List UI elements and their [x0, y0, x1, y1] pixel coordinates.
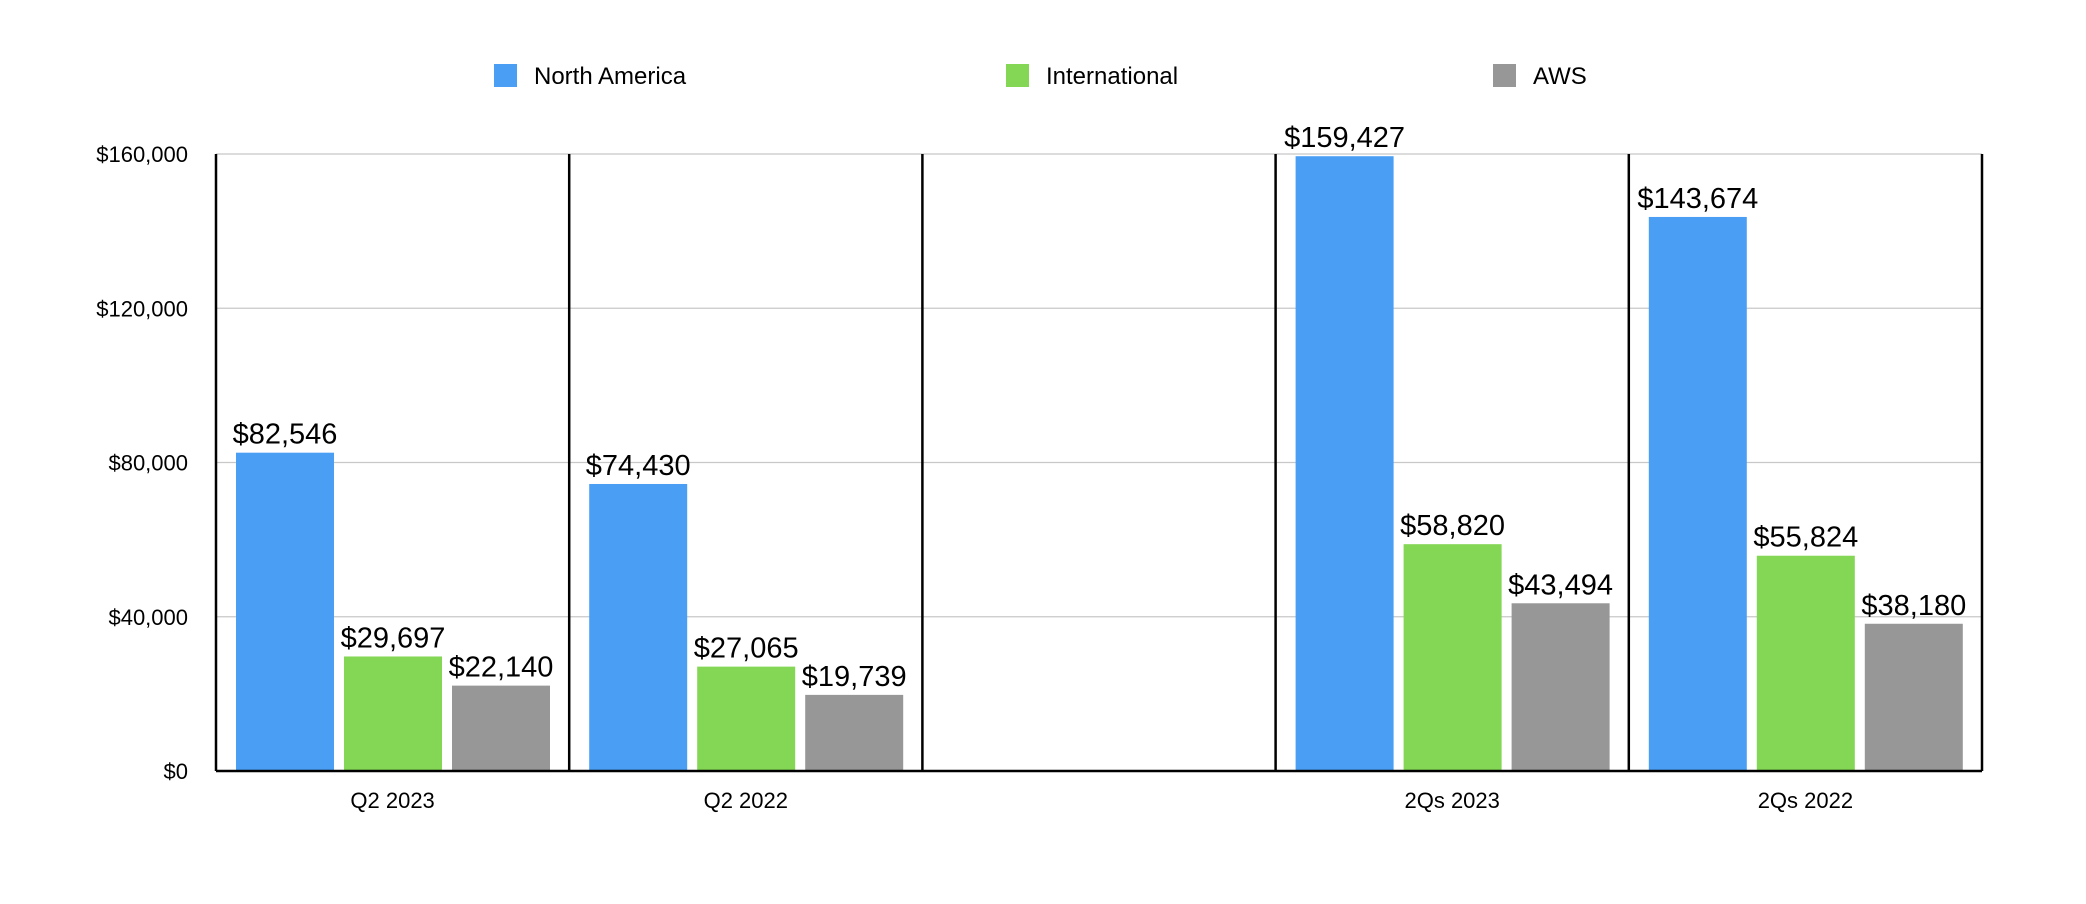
data-label: $27,065 [694, 633, 799, 665]
bar [1295, 156, 1394, 772]
data-label: $58,820 [1400, 510, 1505, 542]
x-tick-label: Q2 2022 [704, 788, 788, 813]
bar [589, 483, 688, 771]
y-axis-ticks: $0 $40,000 $80,000 $120,000 $160,000 [96, 142, 188, 784]
y-tick-label: $40,000 [108, 605, 188, 630]
legend-label: AWS [1533, 63, 1587, 90]
data-label: $82,546 [233, 419, 338, 451]
bar [1511, 603, 1610, 771]
data-label: $38,180 [1861, 590, 1966, 622]
data-label: $19,739 [802, 661, 907, 693]
x-tick-label: 2Qs 2023 [1404, 788, 1499, 813]
x-tick-label: Q2 2023 [350, 788, 434, 813]
x-tick-label: 2Qs 2022 [1758, 788, 1853, 813]
legend-swatch [494, 64, 517, 87]
bar [1648, 216, 1747, 771]
data-label: $55,824 [1753, 522, 1858, 554]
legend-swatch [1006, 64, 1029, 87]
y-tick-label: $120,000 [96, 296, 188, 321]
category-dividers [214, 154, 1984, 773]
legend-label: International [1046, 63, 1178, 90]
y-tick-label: $0 [164, 759, 188, 784]
data-label: $74,430 [586, 450, 691, 482]
data-label: $159,427 [1284, 122, 1405, 154]
legend: North America International AWS [494, 63, 1587, 90]
bar [236, 452, 334, 771]
data-label: $29,697 [341, 622, 446, 654]
bar [1403, 544, 1502, 771]
bar [805, 694, 904, 771]
y-tick-label: $80,000 [108, 451, 188, 476]
bar [1864, 623, 1963, 771]
data-label: $143,674 [1637, 183, 1758, 215]
y-tick-label: $160,000 [96, 142, 188, 167]
legend-swatch [1493, 64, 1516, 87]
bars: $82,546 $29,697$22,140 $74,430 $27,065$19,7… [233, 122, 1966, 772]
legend-label: North America [534, 63, 687, 90]
bar [344, 656, 442, 771]
bar [452, 685, 550, 771]
data-label: $22,140 [449, 652, 554, 684]
bar [1756, 555, 1855, 771]
bar [697, 666, 796, 771]
x-axis-labels: Q2 2023 Q2 2022 2Qs 2023 2Qs 2022 [350, 788, 1853, 813]
data-label: $43,494 [1508, 569, 1613, 601]
